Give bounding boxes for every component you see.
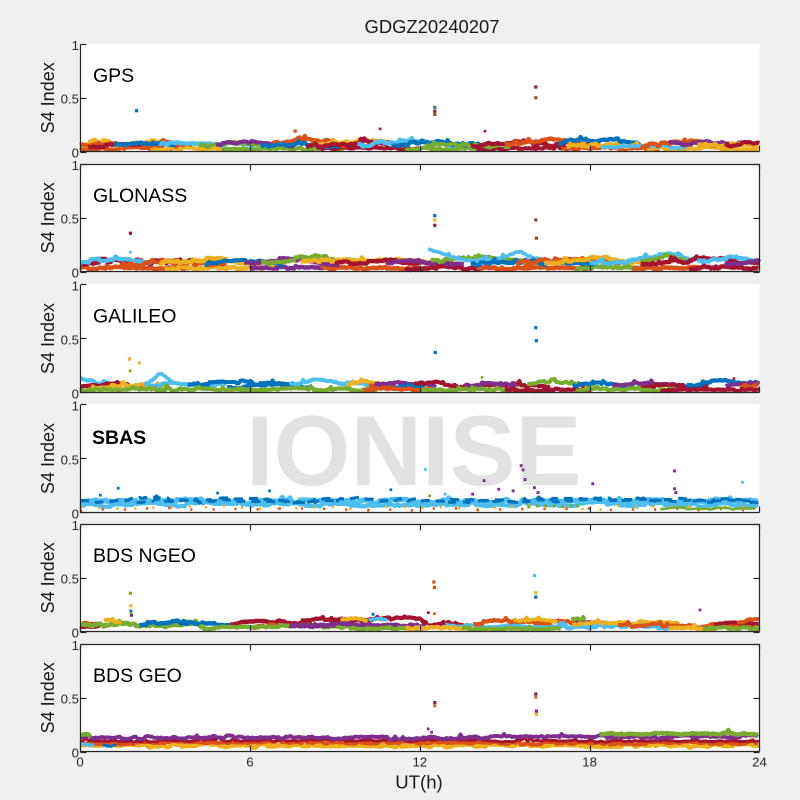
svg-text:GLONASS: GLONASS	[93, 185, 187, 207]
svg-text:BDS NGEO: BDS NGEO	[93, 545, 196, 567]
svg-text:12: 12	[412, 755, 427, 770]
svg-text:GDGZ20240207: GDGZ20240207	[365, 16, 500, 37]
svg-text:0: 0	[72, 145, 79, 160]
svg-text:1: 1	[72, 398, 79, 413]
svg-text:S4 Index: S4 Index	[38, 662, 58, 733]
svg-text:S4 Index: S4 Index	[38, 542, 58, 613]
svg-text:1: 1	[72, 638, 79, 653]
svg-text:GALILEO: GALILEO	[93, 305, 176, 327]
svg-text:1: 1	[72, 518, 79, 533]
svg-text:0.5: 0.5	[61, 92, 79, 107]
svg-text:1: 1	[72, 158, 79, 173]
svg-text:6: 6	[246, 755, 253, 770]
svg-text:1: 1	[72, 38, 79, 53]
svg-text:0: 0	[72, 386, 79, 401]
svg-text:SBAS: SBAS	[92, 427, 146, 449]
svg-text:S4 Index: S4 Index	[38, 423, 58, 494]
svg-text:S4 Index: S4 Index	[38, 182, 58, 253]
svg-text:0.5: 0.5	[61, 572, 79, 587]
svg-text:0: 0	[72, 506, 79, 521]
svg-text:0: 0	[72, 265, 79, 280]
svg-text:IONISE: IONISE	[246, 395, 582, 506]
svg-text:BDS GEO: BDS GEO	[93, 665, 182, 687]
svg-text:0.5: 0.5	[61, 212, 79, 227]
svg-text:0: 0	[76, 755, 83, 770]
svg-text:18: 18	[582, 755, 597, 770]
svg-text:24: 24	[752, 755, 767, 770]
svg-text:0: 0	[72, 745, 79, 760]
svg-text:0.5: 0.5	[61, 692, 79, 707]
svg-text:S4 Index: S4 Index	[38, 62, 58, 133]
svg-text:GPS: GPS	[93, 65, 134, 87]
svg-text:0.5: 0.5	[61, 452, 79, 467]
svg-text:S4 Index: S4 Index	[38, 303, 58, 374]
svg-text:0: 0	[72, 625, 79, 640]
svg-text:1: 1	[72, 278, 79, 293]
svg-text:0.5: 0.5	[61, 332, 79, 347]
svg-text:UT(h): UT(h)	[395, 772, 443, 793]
